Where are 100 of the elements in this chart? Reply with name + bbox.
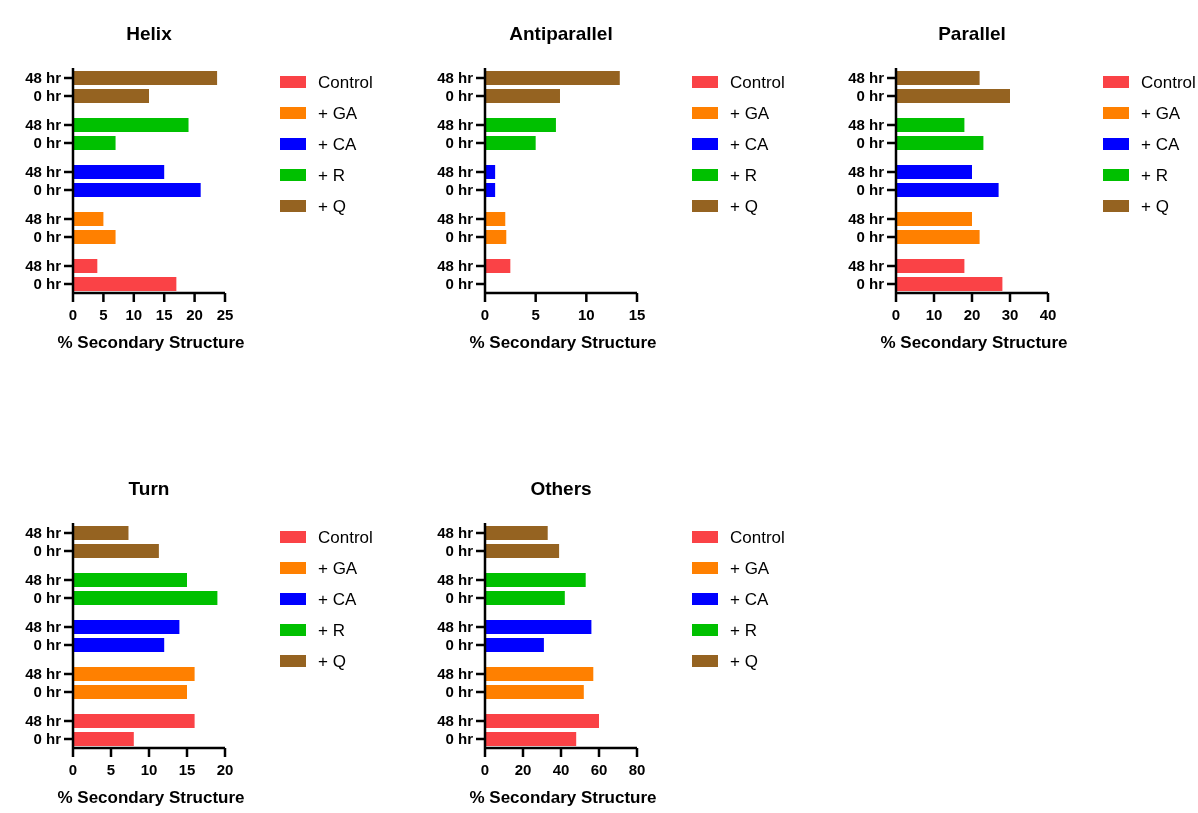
- x-tick-label: 30: [1001, 306, 1019, 323]
- legend-label: + R: [730, 165, 757, 185]
- y-tick-label: 0 hr: [856, 134, 885, 152]
- x-axis-title: % Secondary Structure: [469, 333, 657, 352]
- y-tick-label: 48 hr: [25, 163, 62, 181]
- y-tick-label: 0 hr: [445, 275, 474, 293]
- y-tick-label: 0 hr: [445, 636, 474, 654]
- legend-label: + GA: [318, 103, 358, 123]
- y-tick-label: 0 hr: [445, 683, 474, 701]
- y-tick-label: 0 hr: [856, 181, 885, 199]
- legend-label: + Q: [1141, 196, 1169, 216]
- x-tick-label: 20: [216, 761, 234, 778]
- y-tick-label: 48 hr: [25, 665, 62, 683]
- y-tick-label: 48 hr: [848, 116, 885, 134]
- y-tick-label: 0 hr: [33, 181, 62, 199]
- legend-label: Control: [730, 72, 785, 92]
- x-tick-label: 0: [891, 306, 901, 323]
- legend-label: + GA: [730, 558, 770, 578]
- y-tick-label: 0 hr: [445, 181, 474, 199]
- y-tick-label: 0 hr: [445, 228, 474, 246]
- y-tick-label: 48 hr: [848, 210, 885, 228]
- y-tick-label: 48 hr: [848, 69, 885, 87]
- y-tick-label: 0 hr: [33, 134, 62, 152]
- y-tick-label: 48 hr: [25, 116, 62, 134]
- legend-label: + R: [318, 165, 345, 185]
- chart-title: Others: [530, 478, 592, 499]
- y-tick-label: 0 hr: [856, 87, 885, 105]
- y-tick-label: 0 hr: [33, 228, 62, 246]
- x-tick-label: 15: [155, 306, 173, 323]
- y-tick-label: 48 hr: [437, 524, 474, 542]
- y-tick-label: 0 hr: [33, 683, 62, 701]
- x-tick-label: 5: [99, 306, 108, 323]
- x-tick-label: 20: [514, 761, 532, 778]
- y-tick-label: 48 hr: [25, 524, 62, 542]
- y-tick-label: 48 hr: [437, 163, 474, 181]
- x-tick-label: 15: [628, 306, 646, 323]
- legend-label: Control: [1141, 72, 1196, 92]
- y-tick-label: 0 hr: [33, 589, 62, 607]
- y-tick-label: 48 hr: [437, 116, 474, 134]
- chart-title: Turn: [128, 478, 170, 499]
- x-tick-label: 10: [577, 306, 595, 323]
- x-axis-title: % Secondary Structure: [57, 333, 245, 352]
- y-tick-label: 0 hr: [33, 87, 62, 105]
- legend-label: + Q: [730, 651, 758, 671]
- x-tick-label: 0: [480, 306, 490, 323]
- legend-label: + Q: [318, 651, 346, 671]
- y-tick-label: 0 hr: [33, 636, 62, 654]
- y-tick-label: 0 hr: [445, 730, 474, 748]
- x-tick-label: 25: [216, 306, 234, 323]
- x-tick-label: 40: [552, 761, 570, 778]
- y-tick-label: 48 hr: [437, 571, 474, 589]
- y-tick-label: 48 hr: [25, 257, 62, 275]
- legend-label: + CA: [318, 134, 357, 154]
- x-tick-label: 15: [178, 761, 196, 778]
- legend-label: + Q: [318, 196, 346, 216]
- x-tick-label: 0: [68, 761, 78, 778]
- x-tick-label: 20: [963, 306, 981, 323]
- y-tick-label: 0 hr: [33, 542, 62, 560]
- x-axis-title: % Secondary Structure: [880, 333, 1068, 352]
- y-tick-label: 0 hr: [856, 275, 885, 293]
- chart-title: Antiparallel: [509, 23, 613, 44]
- y-tick-label: 48 hr: [25, 712, 62, 730]
- legend-label: Control: [318, 527, 373, 547]
- x-axis-title: % Secondary Structure: [469, 788, 657, 807]
- y-tick-label: 48 hr: [437, 257, 474, 275]
- y-tick-label: 48 hr: [437, 712, 474, 730]
- y-tick-label: 0 hr: [856, 228, 885, 246]
- chart-title: Parallel: [938, 23, 1006, 44]
- legend-label: + CA: [318, 589, 357, 609]
- legend-label: + GA: [1141, 103, 1181, 123]
- legend-label: Control: [730, 527, 785, 547]
- y-tick-label: 0 hr: [33, 730, 62, 748]
- y-tick-label: 48 hr: [25, 69, 62, 87]
- x-tick-label: 80: [628, 761, 646, 778]
- y-tick-label: 48 hr: [25, 210, 62, 228]
- x-tick-label: 40: [1039, 306, 1057, 323]
- x-tick-label: 10: [925, 306, 943, 323]
- legend-label: + R: [730, 620, 757, 640]
- legend-label: + Q: [730, 196, 758, 216]
- y-tick-label: 48 hr: [437, 210, 474, 228]
- legend-label: + CA: [730, 589, 769, 609]
- legend-label: + CA: [1141, 134, 1180, 154]
- legend-label: Control: [318, 72, 373, 92]
- legend-label: + GA: [318, 558, 358, 578]
- y-tick-label: 48 hr: [25, 571, 62, 589]
- y-tick-label: 48 hr: [437, 618, 474, 636]
- legend-label: + R: [318, 620, 345, 640]
- y-tick-label: 48 hr: [437, 69, 474, 87]
- y-tick-label: 48 hr: [848, 257, 885, 275]
- x-tick-label: 0: [68, 306, 78, 323]
- x-tick-label: 10: [125, 306, 143, 323]
- y-tick-label: 0 hr: [445, 542, 474, 560]
- y-tick-label: 0 hr: [445, 87, 474, 105]
- y-tick-label: 48 hr: [437, 665, 474, 683]
- y-tick-label: 48 hr: [25, 618, 62, 636]
- x-axis-title: % Secondary Structure: [57, 788, 245, 807]
- legend-label: + GA: [730, 103, 770, 123]
- chart-title: Helix: [126, 23, 173, 44]
- x-tick-label: 5: [106, 761, 116, 778]
- y-tick-label: 0 hr: [445, 589, 474, 607]
